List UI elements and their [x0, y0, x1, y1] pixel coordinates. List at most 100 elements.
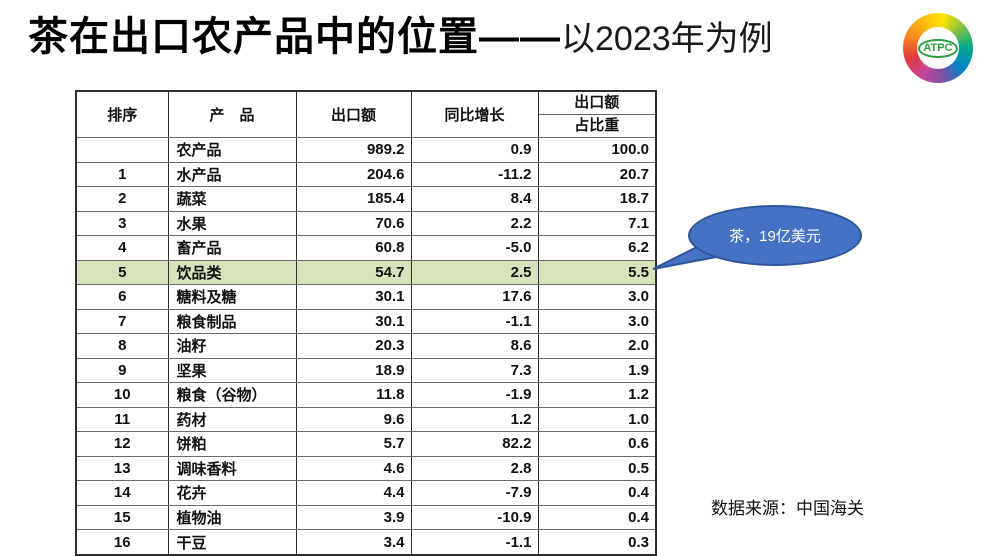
yoy-value-cell: -7.9 — [410, 480, 539, 506]
page-title-main: 茶在出口农产品中的位置—— — [28, 15, 561, 59]
share-value-cell: 7.1 — [537, 210, 657, 237]
yoy-value-cell: 2.8 — [410, 455, 539, 482]
column-header-share: 出口额 占比重 — [537, 90, 657, 138]
share-value-cell: 1.0 — [537, 406, 657, 433]
export-value-cell: 9.6 — [295, 406, 412, 433]
product-cell: 油籽 — [167, 333, 297, 359]
share-value-cell: 2.0 — [537, 333, 657, 359]
column-header-share-line1: 出口额 — [539, 92, 655, 115]
column-header-rank: 排序 — [75, 90, 169, 138]
rank-cell: 10 — [75, 382, 169, 408]
table-row: 1 水产品 204.6 -11.2 20.7 — [75, 161, 657, 188]
table-row: 13 调味香料 4.6 2.8 0.5 — [75, 455, 657, 482]
product-cell: 坚果 — [167, 357, 297, 384]
yoy-value-cell: 2.5 — [410, 259, 539, 286]
product-cell: 蔬菜 — [167, 186, 297, 212]
product-cell: 饼粕 — [167, 431, 297, 457]
product-cell: 调味香料 — [167, 455, 297, 482]
product-cell: 干豆 — [167, 529, 297, 556]
rank-cell: 5 — [75, 259, 169, 286]
column-header-yoy: 同比增长 — [410, 90, 539, 138]
table-row: 10 粮食（谷物） 11.8 -1.9 1.2 — [75, 382, 657, 408]
product-cell: 粮食（谷物） — [167, 382, 297, 408]
rank-cell — [75, 137, 169, 163]
share-value-cell: 0.3 — [537, 529, 657, 556]
yoy-value-cell: 8.4 — [410, 186, 539, 212]
table-row: 6 糖料及糖 30.1 17.6 3.0 — [75, 284, 657, 310]
product-cell: 糖料及糖 — [167, 284, 297, 310]
export-value-cell: 30.1 — [295, 308, 412, 335]
export-value-cell: 70.6 — [295, 210, 412, 237]
export-value-cell: 30.1 — [295, 284, 412, 310]
product-cell: 饮品类 — [167, 259, 297, 286]
export-value-cell: 11.8 — [295, 382, 412, 408]
yoy-value-cell: 17.6 — [410, 284, 539, 310]
yoy-value-cell: 82.2 — [410, 431, 539, 457]
atpc-logo-center: ATPC — [917, 27, 959, 69]
share-value-cell: 0.6 — [537, 431, 657, 457]
share-value-cell: 100.0 — [537, 137, 657, 163]
atpc-logo-label: ATPC — [918, 38, 958, 58]
tea-callout-bubble: 茶，19亿美元 — [688, 205, 862, 266]
table-row: 农产品 989.2 0.9 100.0 — [75, 137, 657, 163]
table-row: 7 粮食制品 30.1 -1.1 3.0 — [75, 308, 657, 335]
page-title-sub: 以2023年为例 — [561, 20, 773, 58]
rank-cell: 13 — [75, 455, 169, 482]
export-value-cell: 989.2 — [295, 137, 412, 163]
data-source-text: 数据来源：中国海关 — [711, 499, 864, 518]
export-value-cell: 20.3 — [295, 333, 412, 359]
rank-cell: 3 — [75, 210, 169, 237]
table-row: 2 蔬菜 185.4 8.4 18.7 — [75, 186, 657, 212]
rank-cell: 6 — [75, 284, 169, 310]
export-value-cell: 18.9 — [295, 357, 412, 384]
tea-callout-label: 茶，19亿美元 — [729, 228, 821, 245]
share-value-cell: 6.2 — [537, 235, 657, 261]
table-row: 11 药材 9.6 1.2 1.0 — [75, 406, 657, 433]
yoy-value-cell: 2.2 — [410, 210, 539, 237]
rank-cell: 7 — [75, 308, 169, 335]
table-row: 9 坚果 18.9 7.3 1.9 — [75, 357, 657, 384]
export-table: 排序 产 品 出口额 同比增长 出口额 占比重 农产品 989.2 0.9 100.0… — [75, 90, 657, 556]
column-header-share-line2: 占比重 — [574, 117, 620, 134]
share-value-cell: 0.4 — [537, 480, 657, 506]
yoy-value-cell: -11.2 — [410, 161, 539, 188]
product-cell: 植物油 — [167, 504, 297, 531]
share-value-cell: 3.0 — [537, 284, 657, 310]
export-value-cell: 204.6 — [295, 161, 412, 188]
share-value-cell: 20.7 — [537, 161, 657, 188]
export-value-cell: 4.4 — [295, 480, 412, 506]
share-value-cell: 0.5 — [537, 455, 657, 482]
export-value-cell: 185.4 — [295, 186, 412, 212]
rank-cell: 14 — [75, 480, 169, 506]
yoy-value-cell: 8.6 — [410, 333, 539, 359]
export-value-cell: 5.7 — [295, 431, 412, 457]
table-row: 12 饼粕 5.7 82.2 0.6 — [75, 431, 657, 457]
rank-cell: 8 — [75, 333, 169, 359]
share-value-cell: 1.2 — [537, 382, 657, 408]
product-cell: 水产品 — [167, 161, 297, 188]
yoy-value-cell: -1.9 — [410, 382, 539, 408]
export-value-cell: 60.8 — [295, 235, 412, 261]
export-value-cell: 3.9 — [295, 504, 412, 531]
yoy-value-cell: 7.3 — [410, 357, 539, 384]
product-cell: 花卉 — [167, 480, 297, 506]
product-cell: 粮食制品 — [167, 308, 297, 335]
rank-cell: 15 — [75, 504, 169, 531]
column-header-export: 出口额 — [295, 90, 412, 138]
rank-cell: 12 — [75, 431, 169, 457]
table-header-row: 排序 产 品 出口额 同比增长 出口额 占比重 — [75, 90, 657, 138]
yoy-value-cell: -1.1 — [410, 308, 539, 335]
rank-cell: 2 — [75, 186, 169, 212]
table-row: 5 饮品类 54.7 2.5 5.5 — [75, 259, 657, 286]
atpc-logo-icon: ATPC — [903, 13, 973, 83]
rank-cell: 4 — [75, 235, 169, 261]
product-cell: 农产品 — [167, 137, 297, 163]
table-row: 15 植物油 3.9 -10.9 0.4 — [75, 504, 657, 531]
yoy-value-cell: 0.9 — [410, 137, 539, 163]
share-value-cell: 18.7 — [537, 186, 657, 212]
rank-cell: 11 — [75, 406, 169, 433]
rank-cell: 16 — [75, 529, 169, 556]
rank-cell: 1 — [75, 161, 169, 188]
table-row: 3 水果 70.6 2.2 7.1 — [75, 210, 657, 237]
